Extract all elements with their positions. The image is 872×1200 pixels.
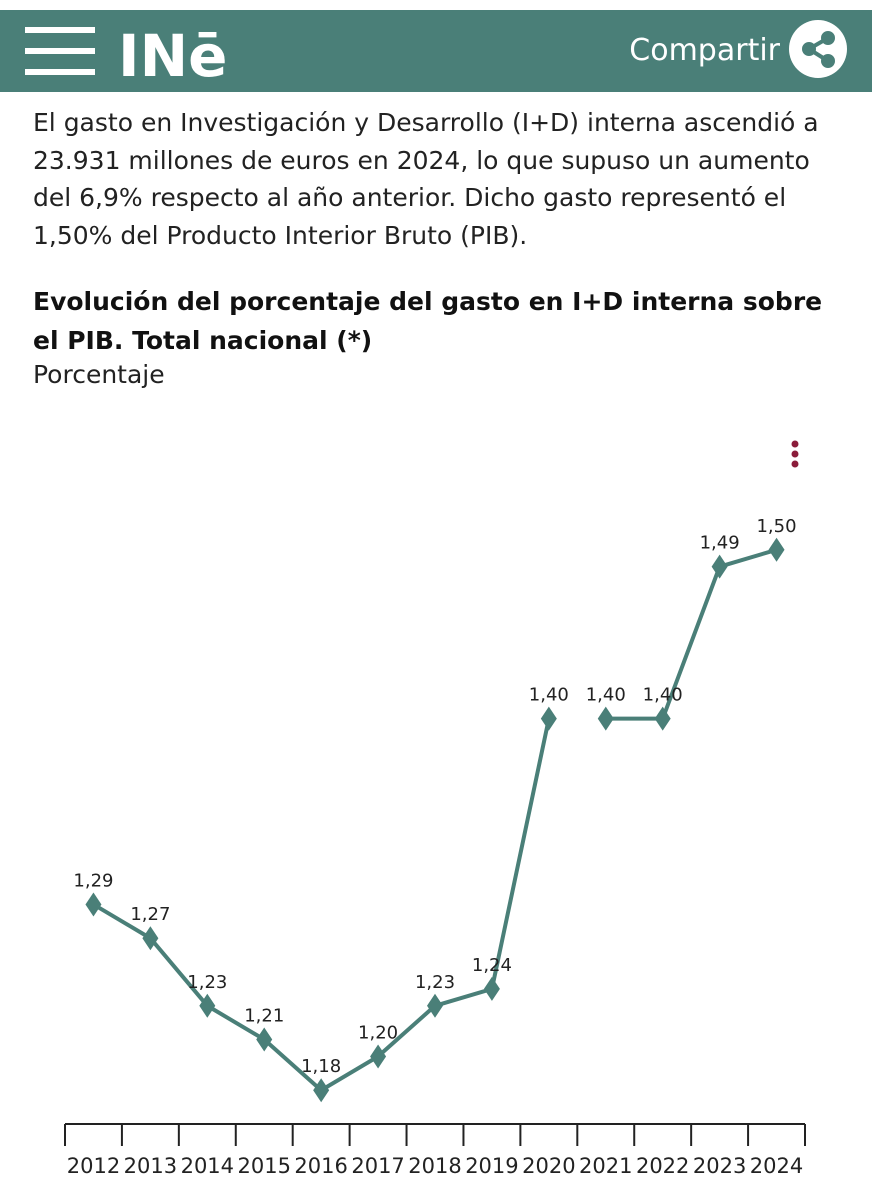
data-label: 1,18 — [301, 1056, 341, 1077]
chart-menu[interactable] — [791, 440, 799, 468]
x-tick-label: 2024 — [750, 1154, 803, 1178]
point-marker — [85, 892, 102, 917]
x-tick-label: 2021 — [579, 1154, 632, 1178]
menu-dot — [791, 460, 799, 468]
point-marker — [427, 993, 443, 1018]
share-label[interactable]: Compartir — [629, 33, 780, 68]
x-tick-label: 2015 — [238, 1154, 291, 1178]
data-label: 1,29 — [73, 870, 113, 891]
x-tick-label: 2012 — [67, 1154, 120, 1178]
menu-button[interactable] — [25, 27, 95, 75]
point-marker — [597, 706, 614, 731]
x-tick-label: 2017 — [351, 1154, 404, 1178]
x-tick-label: 2013 — [124, 1154, 177, 1178]
share-dot — [821, 31, 835, 45]
point-marker — [142, 926, 159, 951]
point-marker — [313, 1078, 330, 1103]
point-marker — [768, 537, 785, 562]
data-label: 1,20 — [358, 1022, 398, 1043]
x-tick-label: 2023 — [693, 1154, 746, 1178]
x-tick-label: 2020 — [522, 1154, 575, 1178]
data-label: 1,49 — [700, 533, 740, 554]
share-dot — [821, 54, 835, 68]
data-label: 1,40 — [586, 685, 626, 706]
menu-dot — [791, 450, 799, 458]
data-label: 1,40 — [529, 685, 569, 706]
x-tick-label: 2014 — [181, 1154, 234, 1178]
chart-subtitle: Porcentaje — [33, 360, 165, 389]
point-marker — [711, 554, 728, 579]
data-label: 1,27 — [130, 904, 170, 925]
point-marker — [256, 1027, 273, 1052]
point-marker — [199, 993, 216, 1018]
share-button[interactable] — [789, 20, 847, 78]
point-marker — [483, 976, 500, 1001]
intro-text: El gasto en Investigación y Desarrollo (… — [33, 108, 819, 250]
data-label: 1,21 — [244, 1006, 284, 1027]
point-marker — [370, 1044, 387, 1069]
data-label: 1,24 — [472, 955, 512, 976]
line — [605, 547, 778, 721]
x-tick-label: 2016 — [294, 1154, 347, 1178]
x-tick-label: 2018 — [408, 1154, 461, 1178]
data-label: 1,23 — [415, 972, 455, 993]
menu-dot — [791, 440, 799, 448]
data-label: 1,40 — [643, 685, 683, 706]
header: INē Compartir — [0, 10, 872, 92]
share-dot — [802, 42, 816, 56]
chart-title: Evolución del porcentaje del gasto en I+… — [33, 287, 823, 355]
x-tick-label: 2022 — [636, 1154, 689, 1178]
point-marker — [654, 706, 671, 731]
data-label: 1,23 — [187, 972, 227, 993]
x-tick-label: 2019 — [465, 1154, 518, 1178]
point-marker — [540, 706, 557, 731]
logo[interactable]: INē — [118, 22, 227, 90]
data-label: 1,50 — [756, 516, 796, 537]
header-icons: INē Compartir — [25, 20, 847, 90]
